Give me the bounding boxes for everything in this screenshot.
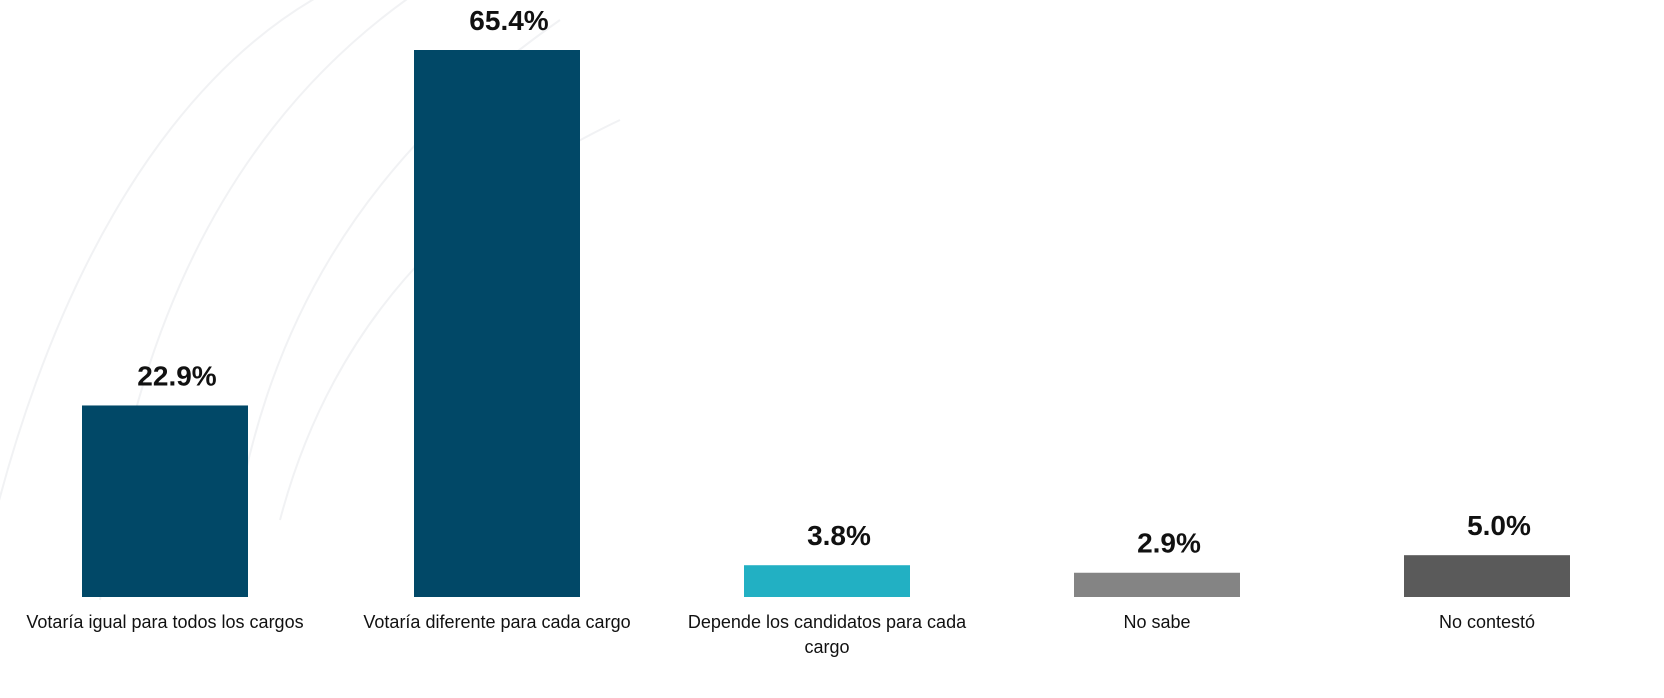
- category-label-1: Votaría igual para todos los cargos: [26, 612, 303, 632]
- value-label-3: 3.8%: [807, 520, 871, 551]
- bar-5: [1404, 555, 1570, 597]
- category-label-3-line-1: Depende los candidatos para cada: [688, 612, 967, 632]
- category-label-1-line-1: Votaría igual para todos los cargos: [26, 612, 303, 632]
- value-label-4: 2.9%: [1137, 528, 1201, 559]
- category-label-2-line-1: Votaría diferente para cada cargo: [363, 612, 630, 632]
- category-label-4-line-1: No sabe: [1123, 612, 1190, 632]
- bars-group: [82, 50, 1570, 597]
- category-label-4: No sabe: [1123, 612, 1190, 632]
- bar-2: [414, 50, 580, 597]
- value-label-5: 5.0%: [1467, 510, 1531, 541]
- bar-4: [1074, 572, 1240, 597]
- bar-3: [744, 565, 910, 597]
- category-labels-group: Votaría igual para todos los cargos Votar…: [26, 612, 1535, 657]
- value-label-1: 22.9%: [137, 360, 216, 391]
- category-label-5: No contestó: [1439, 612, 1535, 632]
- bar-1: [82, 405, 248, 597]
- value-labels-group: 22.9% 65.4% 3.8% 2.9% 5.0%: [137, 5, 1531, 559]
- value-label-2: 65.4%: [469, 5, 548, 36]
- category-label-2: Votaría diferente para cada cargo: [363, 612, 630, 632]
- category-label-3-line-2: cargo: [804, 637, 849, 657]
- category-label-3: Depende los candidatos para cada cargo: [688, 612, 967, 657]
- category-label-5-line-1: No contestó: [1439, 612, 1535, 632]
